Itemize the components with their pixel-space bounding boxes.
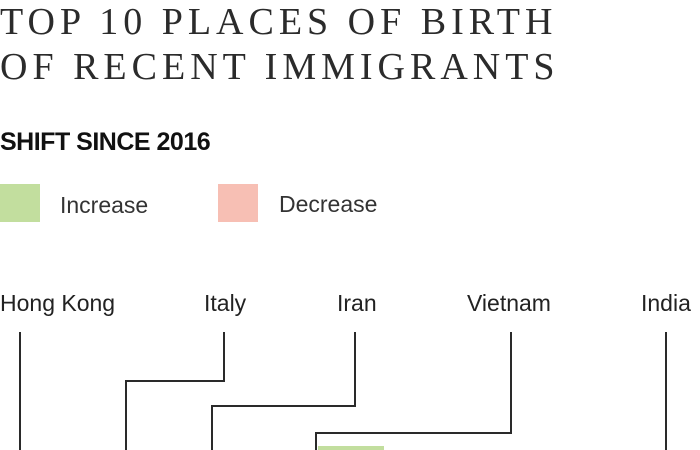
infographic-title: TOP 10 PLACES OF BIRTH OF RECENT IMMIGRA… [0, 0, 560, 90]
title-line-1: TOP 10 PLACES OF BIRTH [0, 1, 558, 43]
decrease-label: Decrease [279, 191, 378, 217]
decrease-swatch [218, 184, 258, 222]
country-label-hong-kong: Hong Kong [0, 290, 116, 316]
leader-line-vietnam [315, 332, 512, 450]
legend: Increase Decrease [0, 184, 700, 224]
increase-label: Increase [60, 192, 149, 218]
increase-swatch [0, 184, 40, 222]
country-label-vietnam: Vietnam [467, 290, 551, 316]
country-label-iran: Iran [337, 290, 377, 316]
country-label-india: India [641, 290, 691, 316]
bar-segment-partial [318, 446, 384, 450]
country-label-italy: Italy [204, 290, 247, 316]
title-line-2: OF RECENT IMMIGRANTS [0, 46, 560, 88]
section-subtitle: SHIFT SINCE 2016 [0, 128, 211, 156]
leader-line-iran [211, 332, 356, 450]
leader-line-italy [125, 332, 225, 450]
